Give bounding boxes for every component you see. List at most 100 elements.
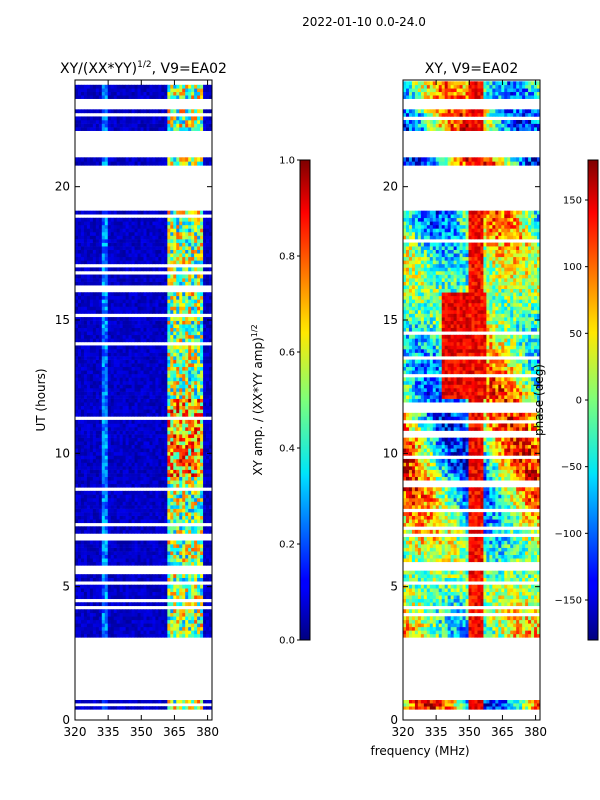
amp-heatmap-cell	[146, 430, 150, 435]
amp-heatmap-cell	[182, 441, 186, 446]
amp-heatmap-cell	[116, 619, 121, 624]
amp-heatmap-cell	[95, 577, 100, 582]
amp-heatmap-cell	[131, 515, 135, 520]
amp-heatmap-cell	[116, 469, 121, 474]
amp-heatmap-cell	[143, 588, 147, 593]
amp-heatmap-cell	[131, 706, 135, 710]
amp-heatmap-cell	[95, 561, 100, 566]
amp-heatmap-cell	[197, 602, 201, 607]
amp-heatmap-cell	[119, 427, 124, 431]
amp-heatmap-cell	[176, 377, 180, 382]
amp-heatmap-cell	[86, 561, 91, 566]
amp-heatmap-cell	[113, 483, 118, 488]
amp-heatmap-cell	[101, 405, 106, 410]
amp-heatmap-cell	[149, 391, 153, 396]
amp-heatmap-cell	[209, 409, 212, 414]
amp-heatmap-cell	[98, 700, 103, 704]
amp-heatmap-cell	[75, 302, 79, 307]
amp-heatmap-cell	[149, 458, 153, 463]
amp-heatmap-cell	[92, 242, 97, 247]
amp-heatmap-cell	[179, 377, 183, 382]
amp-heatmap-cell	[185, 591, 189, 596]
amp-heatmap-cell	[101, 123, 106, 128]
amp-heatmap-cell	[200, 609, 204, 614]
amp-heatmap-cell	[197, 561, 201, 566]
amp-heatmap-cell	[128, 612, 132, 617]
amp-heatmap-cell	[209, 619, 212, 624]
amp-heatmap-cell	[122, 490, 127, 495]
amp-heatmap-cell	[80, 391, 85, 396]
amp-heatmap-cell	[158, 380, 162, 385]
amp-heatmap-cell	[149, 623, 153, 628]
amp-heatmap-cell	[140, 380, 144, 385]
amp-heatmap-cell	[194, 228, 198, 233]
amp-heatmap-cell	[149, 388, 153, 392]
amp-heatmap-cell	[200, 306, 204, 311]
amp-heatmap-cell	[143, 584, 147, 589]
amp-heatmap-cell	[134, 419, 138, 424]
amp-heatmap-cell	[86, 359, 91, 364]
amp-heatmap-cell	[110, 633, 115, 638]
amp-heatmap-cell	[92, 512, 97, 516]
amp-heatmap-cell	[125, 700, 130, 704]
amp-heatmap-cell	[152, 547, 156, 552]
amp-heatmap-cell	[203, 595, 207, 600]
amp-heatmap-cell	[185, 363, 189, 368]
amp-heatmap-cell	[104, 267, 109, 272]
amp-heatmap-cell	[188, 483, 192, 488]
amp-heatmap-cell	[113, 551, 118, 555]
amp-heatmap-cell	[188, 295, 192, 300]
amp-heatmap-cell	[83, 512, 88, 516]
amp-heatmap-cell	[206, 602, 210, 607]
amp-heatmap-cell	[209, 490, 212, 495]
amp-heatmap-cell	[104, 551, 109, 555]
amp-heatmap-cell	[209, 256, 212, 261]
amp-heatmap-cell	[101, 331, 106, 336]
amp-heatmap-cell	[131, 334, 135, 339]
amp-heatmap-cell	[146, 398, 150, 403]
amp-heatmap-cell	[167, 395, 171, 399]
amp-heatmap-cell	[116, 281, 121, 286]
amp-heatmap-cell	[200, 161, 204, 166]
amp-heatmap-cell	[101, 430, 106, 435]
amp-heatmap-cell	[200, 519, 204, 524]
amp-heatmap-cell	[125, 348, 130, 353]
amp-heatmap-cell	[161, 441, 165, 446]
amp-heatmap-cell	[161, 494, 165, 499]
amp-heatmap-cell	[110, 123, 115, 128]
amp-heatmap-cell	[104, 239, 109, 243]
amp-heatmap-cell	[80, 338, 85, 343]
amp-heatmap-cell	[116, 239, 121, 243]
amp-heatmap-cell	[92, 469, 97, 474]
amp-heatmap-cell	[134, 462, 138, 467]
amp-heatmap-cell	[176, 221, 180, 226]
amp-heatmap-cell	[95, 540, 100, 545]
amp-heatmap-cell	[155, 249, 159, 254]
amp-heatmap-cell	[179, 619, 183, 624]
amp-heatmap-cell	[89, 127, 94, 131]
amp-heatmap-cell	[131, 356, 135, 360]
amp-heatmap-cell	[206, 476, 210, 481]
amp-heatmap-cell	[137, 700, 141, 704]
amp-heatmap-cell	[77, 609, 82, 614]
amp-heatmap-cell	[173, 217, 177, 222]
amp-heatmap-cell	[89, 480, 94, 485]
amp-heatmap-cell	[158, 626, 162, 631]
amp-heatmap-cell	[83, 327, 88, 332]
amp-heatmap-cell	[203, 458, 207, 463]
amp-heatmap-cell	[209, 700, 212, 704]
amp-heatmap-cell	[137, 584, 141, 589]
amp-heatmap-cell	[75, 505, 79, 509]
amp-heatmap-cell	[152, 623, 156, 628]
amp-heatmap-cell	[206, 299, 210, 304]
amp-heatmap-cell	[83, 501, 88, 506]
amp-heatmap-cell	[125, 427, 130, 431]
amp-heatmap-cell	[164, 577, 168, 582]
amp-heatmap-cell	[122, 370, 127, 375]
amp-heatmap-cell	[182, 494, 186, 499]
amp-heatmap-cell	[203, 437, 207, 442]
amp-heatmap-cell	[200, 157, 204, 162]
amp-heatmap-cell	[125, 366, 130, 371]
amp-heatmap-cell	[191, 384, 195, 389]
amp-heatmap-cell	[203, 352, 207, 357]
